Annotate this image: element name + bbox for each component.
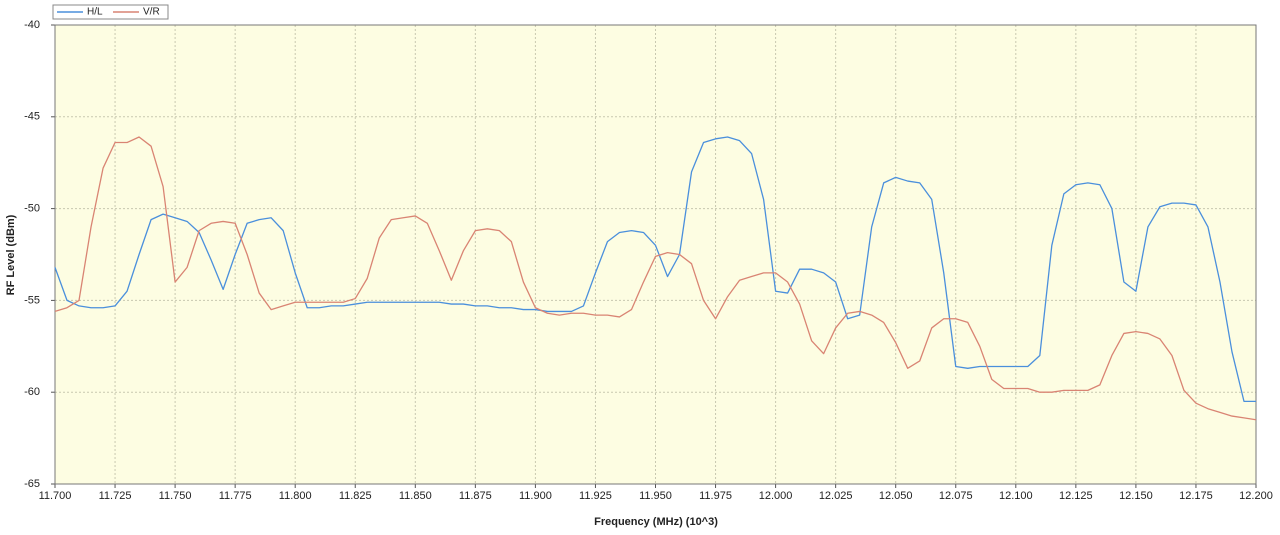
x-tick-label: 11.875 [459, 490, 492, 502]
y-axis-title: RF Level (dBm) [5, 214, 17, 295]
y-tick-label: -65 [24, 478, 40, 490]
plot-frame [54, 24, 1257, 485]
x-tick-label: 12.200 [1239, 490, 1273, 502]
x-tick-label: 12.000 [759, 490, 793, 502]
x-tick-label: 12.125 [1059, 490, 1093, 502]
x-tick-label: 11.925 [579, 490, 612, 502]
x-tick-label: 12.050 [879, 490, 913, 502]
x-tick-label: 12.100 [999, 490, 1033, 502]
x-tick-label: 11.950 [639, 490, 672, 502]
x-tick-label: 12.150 [1119, 490, 1153, 502]
legend: H/L V/R [52, 4, 169, 20]
x-tick-label: 12.025 [819, 490, 853, 502]
x-tick-label: 12.075 [939, 490, 973, 502]
x-tick-label: 11.825 [339, 490, 372, 502]
series-line [54, 136, 1256, 403]
x-tick-label: 12.175 [1179, 490, 1213, 502]
legend-box [52, 4, 169, 20]
y-tick-label: -60 [24, 386, 40, 398]
y-tick-label: -45 [24, 111, 40, 123]
y-tick-label: -55 [24, 294, 40, 306]
x-axis-title: Frequency (MHz) (10^3) [594, 516, 718, 528]
legend-label: H/L [87, 7, 103, 18]
y-tick-label: -50 [24, 203, 40, 215]
y-tick-label: -40 [24, 19, 40, 31]
series-line [54, 136, 1257, 421]
x-tick-label: 11.800 [279, 490, 312, 502]
x-tick-label: 11.700 [39, 490, 72, 502]
x-tick-label: 11.775 [219, 490, 252, 502]
legend-label: V/R [143, 7, 160, 18]
x-tick-label: 11.725 [99, 490, 132, 502]
x-tick-label: 11.750 [159, 490, 192, 502]
x-tick-label: 11.850 [399, 490, 432, 502]
x-tick-label: 11.975 [699, 490, 732, 502]
x-tick-label: 11.900 [519, 490, 552, 502]
